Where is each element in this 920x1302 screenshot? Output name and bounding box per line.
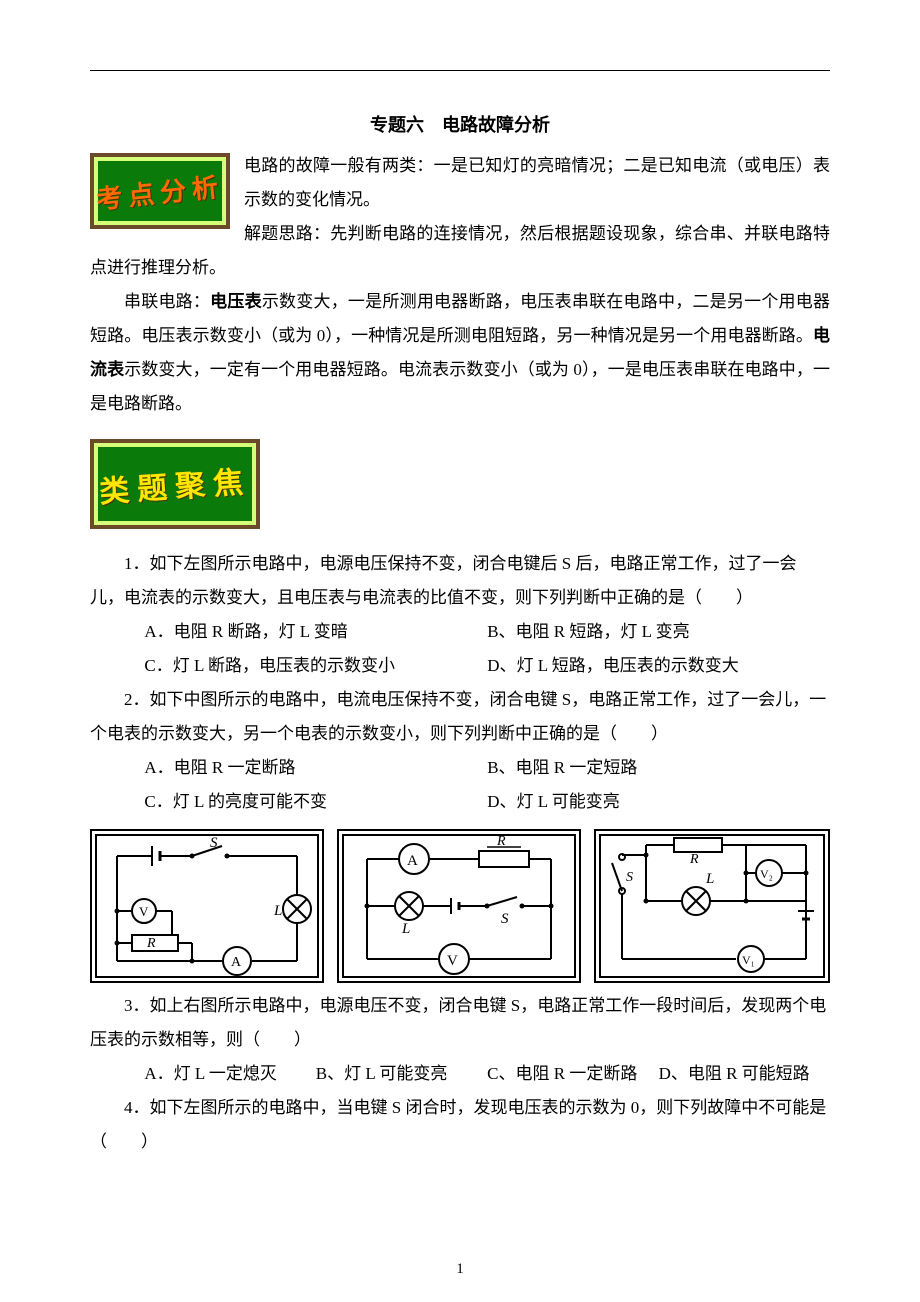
d1-v-label: V [139,904,149,919]
circuit-diagram-2: A R L S [337,829,581,983]
d2-s-label: S [501,911,509,927]
circuit-diagram-1: S L A V R [90,829,324,983]
q1-opt-c: C．灯 L 断路，电压表的示数变小 [144,649,487,683]
q2-opt-d: D、灯 L 可能变亮 [487,785,830,819]
q4-stem: 4．如下左图所示的电路中，当电键 S 闭合时，发现电压表的示数为 0，则下列故障… [90,1091,830,1159]
page-title: 专题六 电路故障分析 [90,111,830,137]
q3-options: A．灯 L 一定熄灭 B、灯 L 可能变亮 C、电阻 R 一定断路 D、电阻 R… [90,1057,830,1091]
d2-a-label: A [407,853,418,869]
d1-a-label: A [231,955,242,970]
q3-opt-d: D、电阻 R 可能短路 [659,1057,830,1091]
q3-opt-c: C、电阻 R 一定断路 [487,1057,658,1091]
analysis-badge-text: 考点分析 [94,166,225,216]
q3-opt-b: B、灯 L 可能变亮 [316,1057,487,1091]
circuit-diagrams-row: S L A V R [90,829,830,983]
q1-opt-d: D、灯 L 短路，电压表的示数变大 [487,649,830,683]
q2-opt-a: A．电阻 R 一定断路 [144,751,487,785]
d3-v1-label: V₁ [742,953,755,967]
q2-stem: 2．如下中图所示的电路中，电流电压保持不变，闭合电键 S，电路正常工作，过了一会… [90,683,830,751]
top-rule [90,70,830,71]
q1-opt-a: A．电阻 R 断路，灯 L 变暗 [144,615,487,649]
d3-l-label: L [705,871,714,887]
q1-opt-b: B、电阻 R 短路，灯 L 变亮 [487,615,830,649]
q1-options: A．电阻 R 断路，灯 L 变暗 B、电阻 R 短路，灯 L 变亮 C．灯 L … [90,615,830,683]
d2-r-label: R [496,834,506,849]
d1-r-label: R [146,936,156,951]
d2-l-label: L [401,921,410,937]
focus-badge-text: 类题聚焦 [98,457,253,511]
q2-opt-b: B、电阻 R 一定短路 [487,751,830,785]
intro-block: 考点分析 电路的故障一般有两类：一是已知灯的亮暗情况；二是已知电流（或电压）表示… [90,149,830,285]
circuit-diagram-3: S R V₂ L [594,829,830,983]
page-number: 1 [0,1261,920,1278]
d3-v2-label: V₂ [760,867,773,881]
d2-v-label: V [447,953,458,969]
d3-s-label: S [626,870,633,885]
focus-badge: 类题聚焦 [90,439,260,529]
d1-s-label: S [210,835,218,851]
intro-p3: 串联电路：电压表示数变大，一是所测用电器断路，电压表串联在电路中，二是另一个用电… [90,285,830,421]
analysis-badge: 考点分析 [90,153,230,229]
d3-r-label: R [689,852,699,867]
q1-stem: 1．如下左图所示电路中，电源电压保持不变，闭合电键后 S 后，电路正常工作，过了… [90,547,830,615]
q2-opt-c: C．灯 L 的亮度可能不变 [144,785,487,819]
q3-opt-a: A．灯 L 一定熄灭 [144,1057,315,1091]
q2-options: A．电阻 R 一定断路 B、电阻 R 一定短路 C．灯 L 的亮度可能不变 D、… [90,751,830,819]
q3-stem: 3．如上右图所示电路中，电源电压不变，闭合电键 S，电路正常工作一段时间后，发现… [90,989,830,1057]
d1-l-label: L [273,903,282,919]
